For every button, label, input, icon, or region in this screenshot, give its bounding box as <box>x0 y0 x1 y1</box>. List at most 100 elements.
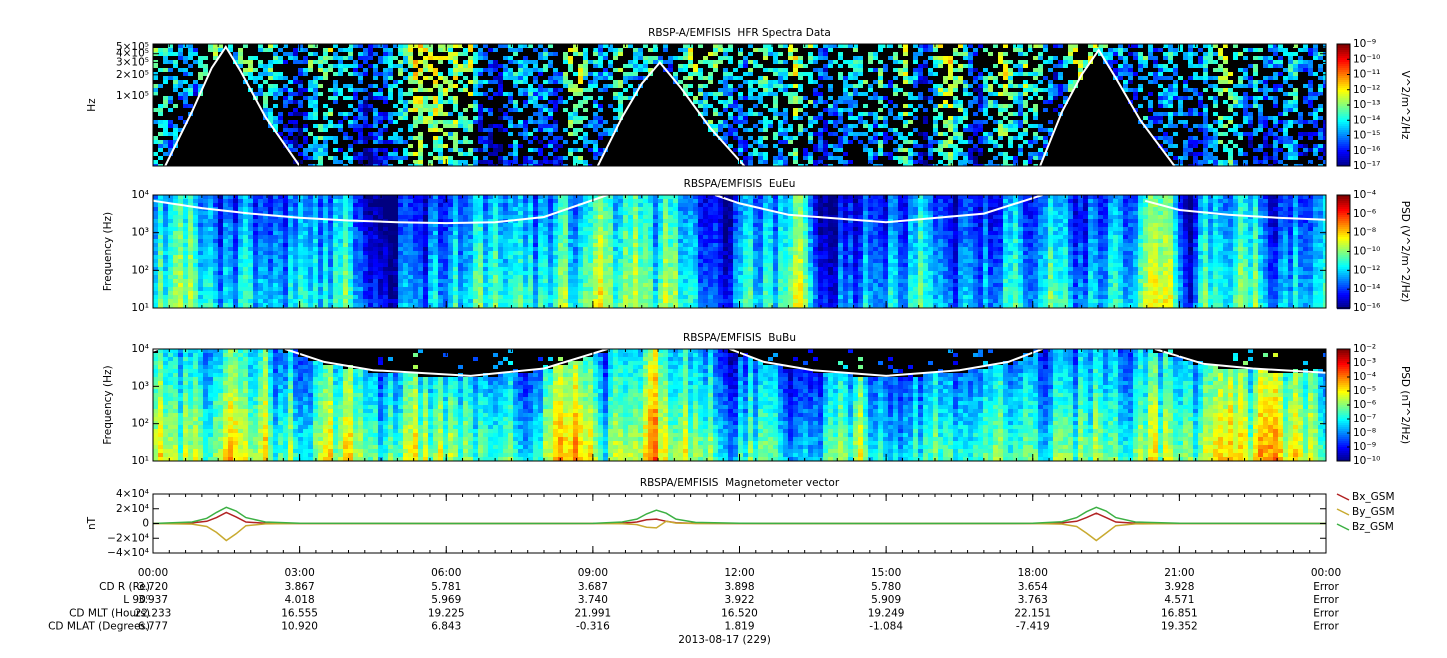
spectrogram-cell <box>208 124 213 128</box>
spectrogram-cell <box>753 124 758 128</box>
spectrogram-cell <box>403 152 408 156</box>
spectrogram-cell <box>298 144 303 148</box>
spectrogram-cell <box>888 84 893 88</box>
spectrogram-cell <box>293 148 298 152</box>
spectrogram-cell <box>878 116 883 120</box>
spectrogram-cell <box>278 156 283 160</box>
spectrogram-cell <box>308 148 313 152</box>
spectrogram-cell <box>863 48 868 52</box>
spectrogram-cell <box>903 120 908 124</box>
spectrogram-cell <box>753 152 758 156</box>
spectrogram-cell <box>498 120 503 124</box>
spectrogram-cell <box>243 56 248 60</box>
spectrogram-cell <box>318 148 323 152</box>
spectrogram-cell <box>718 44 723 48</box>
spectrogram-cell <box>763 68 768 72</box>
spectrogram-cell <box>268 92 273 96</box>
spectrogram-cell <box>793 160 798 164</box>
spectrogram-cell <box>688 112 693 116</box>
spectrogram-cell <box>723 112 728 116</box>
spectrogram-cell <box>708 160 713 164</box>
spectrogram-cell <box>233 108 238 112</box>
spectrogram-cell <box>368 136 373 140</box>
spectrogram-cell <box>763 112 768 116</box>
spectrogram-cell <box>798 160 803 164</box>
spectrogram-cell <box>213 80 218 84</box>
spectrogram-cell <box>743 128 748 132</box>
spectrogram-cell <box>588 52 593 56</box>
spectrogram-cell <box>903 116 908 120</box>
spectrogram-cell <box>668 100 673 104</box>
spectrogram-cell <box>263 64 268 68</box>
spectrogram-cell <box>168 124 173 128</box>
spectrogram-cell <box>673 44 678 48</box>
spectrogram-cell <box>403 84 408 88</box>
spectrogram-cell <box>348 120 353 124</box>
spectrogram-cell <box>188 88 193 92</box>
spectrogram-cell <box>708 148 713 152</box>
spectrogram-cell <box>783 132 788 136</box>
spectrogram-cell <box>558 124 563 128</box>
spectrogram-cell <box>943 48 948 52</box>
spectrogram-cell <box>358 112 363 116</box>
spectrogram-cell <box>173 48 178 52</box>
spectrogram-cell <box>753 132 758 136</box>
spectrogram-cell <box>363 132 368 136</box>
spectrogram-cell <box>573 136 578 140</box>
spectrogram-cell <box>633 68 638 72</box>
spectrogram-cell <box>583 64 588 68</box>
spectrogram-cell <box>598 96 603 100</box>
spectrogram-cell <box>398 116 403 120</box>
spectrogram-cell <box>723 152 728 156</box>
spectrogram-cell <box>688 52 693 56</box>
spectrogram-cell <box>748 76 753 80</box>
spectrogram-cell <box>923 120 928 124</box>
spectrogram-cell <box>158 160 163 164</box>
spectrogram-cell <box>608 68 613 72</box>
spectrogram-cell <box>493 88 498 92</box>
spectrogram-cell <box>883 68 888 72</box>
spectrogram-cell <box>263 56 268 60</box>
spectrogram-cell <box>218 92 223 96</box>
spectrogram-cell <box>258 60 263 64</box>
spectrogram-cell <box>313 148 318 152</box>
spectrogram-cell <box>468 64 473 68</box>
spectrogram-cell <box>673 72 678 76</box>
spectrogram-cell <box>498 132 503 136</box>
spectrogram-cell <box>213 136 218 140</box>
spectrogram-cell <box>953 120 958 124</box>
spectrogram-cell <box>803 140 808 144</box>
spectrogram-cell <box>313 128 318 132</box>
spectrogram-cell <box>603 160 608 164</box>
spectrogram-cell <box>828 108 833 112</box>
spectrogram-cell <box>658 140 663 144</box>
spectrogram-cell <box>303 56 308 60</box>
spectrogram-cell <box>733 60 738 64</box>
spectrogram-cell <box>178 124 183 128</box>
spectrogram-cell <box>328 128 333 132</box>
spectrogram-cell <box>748 160 753 164</box>
spectrogram-cell <box>923 148 928 152</box>
spectrogram-cell <box>203 108 208 112</box>
spectrogram-cell <box>718 124 723 128</box>
spectrogram-cell <box>693 120 698 124</box>
spectrogram-cell <box>813 132 818 136</box>
spectrogram-cell <box>593 156 598 160</box>
spectrogram-cell <box>433 132 438 136</box>
spectrogram-cell <box>938 156 943 160</box>
spectrogram-cell <box>708 68 713 72</box>
spectrogram-cell <box>368 144 373 148</box>
spectrogram-cell <box>428 76 433 80</box>
spectrogram-cell <box>648 136 653 140</box>
spectrogram-cell <box>208 52 213 56</box>
spectrogram-cell <box>343 72 348 76</box>
spectrogram-cell <box>543 116 548 120</box>
spectrogram-cell <box>228 84 233 88</box>
spectrogram-cell <box>558 108 563 112</box>
spectrogram-cell <box>283 116 288 120</box>
spectrogram-cell <box>718 128 723 132</box>
spectrogram-cell <box>763 84 768 88</box>
spectrogram-cell <box>818 108 823 112</box>
spectrogram-cell <box>698 132 703 136</box>
spectrogram-cell <box>278 152 283 156</box>
